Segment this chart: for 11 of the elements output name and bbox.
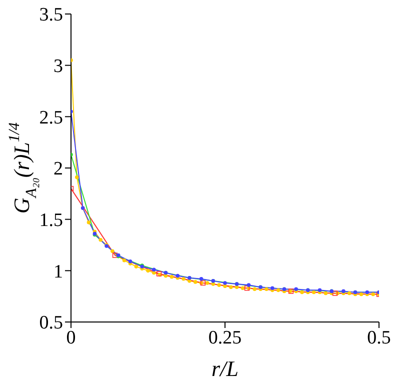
y-tick-label: 3 xyxy=(54,56,63,78)
x-tick-label: 0.5 xyxy=(367,327,391,348)
x-tick-label: 0.25 xyxy=(208,327,242,348)
y-tick-label: 3.5 xyxy=(39,4,63,26)
x-axis-title: r/L xyxy=(212,356,238,380)
y-tick-label: 2 xyxy=(54,158,63,180)
x-tick-label: 0 xyxy=(66,327,76,348)
y-tick-label: 2.5 xyxy=(39,107,63,128)
y-tick-label: 1 xyxy=(54,261,63,282)
y-tick-label: 0.5 xyxy=(39,312,63,334)
y-tick-label: 1.5 xyxy=(39,210,63,232)
